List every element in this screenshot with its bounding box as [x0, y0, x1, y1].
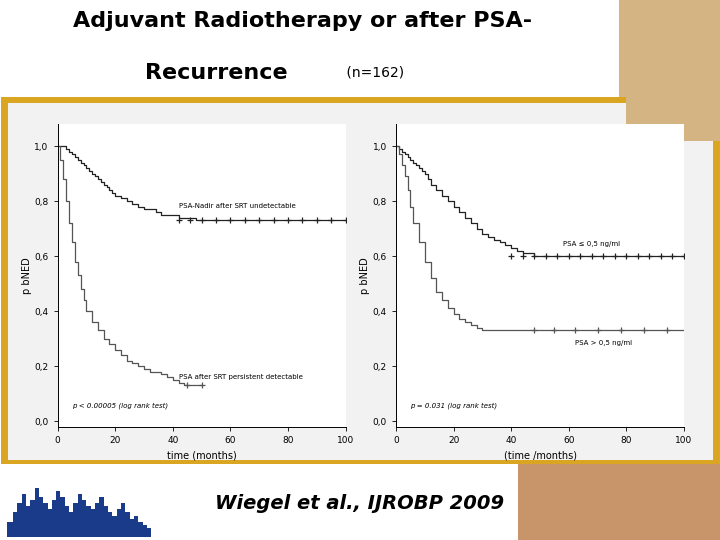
- Bar: [7, 522, 13, 537]
- Bar: [48, 509, 52, 537]
- Bar: [69, 512, 73, 537]
- Bar: [82, 500, 86, 537]
- Bar: [147, 528, 151, 537]
- Bar: [91, 509, 95, 537]
- Text: p = 0.031 (log rank test): p = 0.031 (log rank test): [410, 402, 498, 409]
- Bar: [86, 507, 91, 537]
- Y-axis label: p bNED: p bNED: [360, 257, 370, 294]
- Bar: [117, 509, 121, 537]
- Bar: [73, 503, 78, 537]
- Bar: [130, 518, 134, 537]
- Bar: [78, 494, 82, 537]
- Bar: [65, 507, 69, 537]
- Bar: [17, 503, 22, 537]
- Bar: [143, 525, 147, 537]
- Text: PSA ≤ 0,5 ng/ml: PSA ≤ 0,5 ng/ml: [563, 240, 620, 247]
- Text: PSA > 0,5 ng/ml: PSA > 0,5 ng/ml: [575, 340, 631, 346]
- X-axis label: (time /months): (time /months): [503, 450, 577, 460]
- FancyBboxPatch shape: [4, 99, 716, 463]
- X-axis label: time (months): time (months): [167, 450, 236, 460]
- Bar: [108, 512, 112, 537]
- Bar: [22, 494, 26, 537]
- Bar: [60, 497, 65, 537]
- Bar: [138, 522, 143, 537]
- Bar: [626, 97, 720, 141]
- Bar: [134, 516, 138, 537]
- Text: PSA after SRT persistent detectable: PSA after SRT persistent detectable: [179, 374, 302, 380]
- Bar: [619, 0, 720, 97]
- Bar: [30, 500, 35, 537]
- Text: PSA-Nadir after SRT undetectable: PSA-Nadir after SRT undetectable: [179, 204, 295, 210]
- Text: (n=162): (n=162): [342, 66, 404, 80]
- Text: Wiegel et al., IJROBP 2009: Wiegel et al., IJROBP 2009: [215, 494, 505, 513]
- Bar: [125, 512, 130, 537]
- Bar: [56, 491, 60, 537]
- Bar: [26, 507, 30, 537]
- Bar: [52, 500, 56, 537]
- Text: p < 0.00005 (log rank test): p < 0.00005 (log rank test): [72, 402, 168, 409]
- Bar: [99, 497, 104, 537]
- Bar: [39, 497, 43, 537]
- Bar: [13, 512, 17, 537]
- Text: Adjuvant Radiotherapy or after PSA-: Adjuvant Radiotherapy or after PSA-: [73, 11, 532, 31]
- Bar: [518, 464, 720, 540]
- Bar: [35, 488, 39, 537]
- Y-axis label: p bNED: p bNED: [22, 257, 32, 294]
- Bar: [95, 503, 99, 537]
- Bar: [104, 507, 108, 537]
- Bar: [43, 503, 48, 537]
- Bar: [112, 516, 117, 537]
- Text: Recurrence: Recurrence: [145, 63, 287, 83]
- Bar: [121, 503, 125, 537]
